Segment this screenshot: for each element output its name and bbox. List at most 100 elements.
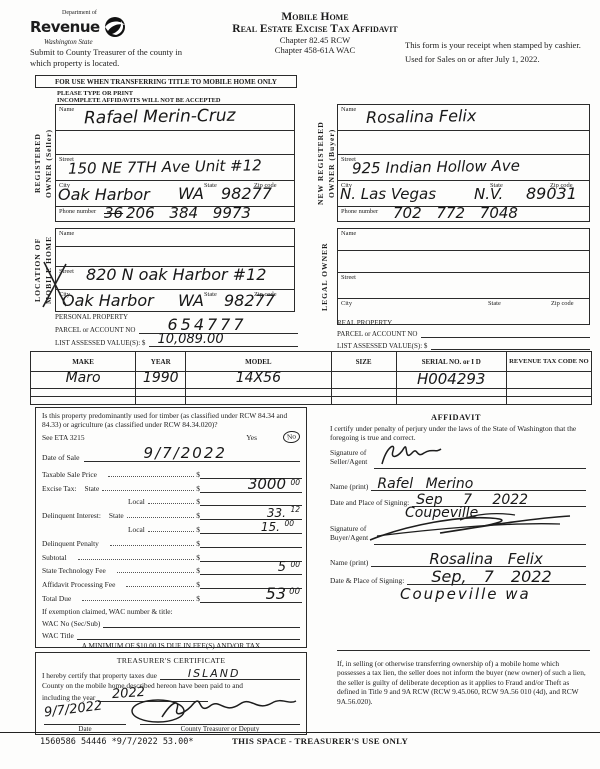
serial-header: SERIAL NO. or I D	[395, 351, 507, 372]
state-label: State	[204, 291, 217, 298]
sales-note: Used for Sales on or after July 1, 2022.	[405, 53, 540, 64]
name-label: Name	[341, 106, 357, 113]
seller-name-print-row: Name (print) Rafel Merino	[330, 476, 586, 492]
buyer-date-label: Date & Place of Signing:	[330, 576, 405, 585]
make-header: MAKE	[29, 351, 137, 372]
dollar-sign: $	[196, 552, 200, 562]
location-street-value: 820 N oak Harbor #12	[86, 265, 267, 284]
legal-city-row: City State Zip code	[338, 299, 589, 324]
make-cell: Maro	[29, 370, 137, 389]
seller-date-value: Sep 7 2022	[416, 492, 529, 508]
county-value: ISLAND	[187, 667, 241, 680]
tax-row-subtotal: Subtotal $	[42, 548, 302, 562]
seller-street-value: 150 NE 7TH Ave Unit #12	[67, 156, 262, 178]
name-print-label: Name (print)	[330, 482, 369, 491]
location-box: Name Street 820 N oak Harbor #12 City St…	[55, 228, 295, 312]
footer-rule	[0, 732, 600, 733]
make-value: Maro	[65, 370, 101, 386]
personal-parcel-label: PARCEL or ACCOUNT NO	[55, 326, 136, 334]
personal-parcel-line: 654777	[139, 315, 298, 334]
seller-phone-row: Phone number 36 206 384 9973	[56, 204, 294, 223]
legal-street-row: Street	[338, 273, 589, 299]
location-state-value: WA	[178, 291, 204, 310]
serial-cell: H004293	[395, 370, 507, 389]
city-label: City	[341, 182, 353, 189]
legal-blank-row	[338, 251, 589, 273]
buyer-phone-row: Phone number 702 772 7048	[338, 204, 589, 223]
treasurer-deputy-line	[140, 723, 300, 725]
location-city-row: City State Zip code Oak Harbor WA 98277	[56, 290, 294, 313]
buyer-street-value: 925 Indian Hollow Ave	[351, 156, 521, 178]
buyer-name-row: Name Rosalina Felix	[338, 105, 589, 131]
dollar-sign: $	[196, 538, 200, 548]
dollar-sign: $	[196, 497, 200, 507]
year-header: YEAR	[135, 351, 187, 372]
zip-label: Zip code	[551, 300, 574, 307]
name-label: Name	[59, 230, 75, 237]
no-option-circled: No	[282, 430, 301, 444]
buyer-date-value: Sep, 7 2022	[431, 567, 552, 586]
affidavit-title: AFFIDAVIT	[431, 413, 481, 422]
seller-phone-value: 206 384 9973	[126, 204, 251, 222]
personal-assessed-value: 10,089.00	[157, 332, 224, 347]
tax-row-excise-local: Local $	[42, 493, 302, 507]
buyer-phone-value: 702 772 7048	[393, 204, 518, 222]
tax-row-penalty: Delinquent Penalty $	[42, 534, 302, 548]
tax-row-excise-state: Excise Tax: State $ 3000 00	[42, 474, 302, 493]
tax-row-delinq-state: Delinquent Interest: State $ 33. 12	[42, 505, 302, 521]
buyer-date-place-row: Date & Place of Signing: Sep, 7 2022	[330, 567, 586, 586]
dollar-sign: $	[196, 511, 200, 521]
treasurer-line3: including the year 2022	[42, 685, 209, 702]
seller-box: Name Rafael Merin-Cruz Street 150 NE 7TH…	[55, 104, 295, 222]
real-assessed-label: LIST ASSESSED VALUE(S): $	[337, 342, 428, 350]
revenue-logo: Department of Revenue Washington State	[30, 10, 190, 46]
state-label: State	[204, 182, 217, 189]
location-city-value: Oak Harbor	[62, 291, 154, 310]
serial-value: H004293	[416, 370, 486, 388]
form-title-line1: Mobile Home	[281, 11, 349, 23]
city-label: City	[59, 291, 71, 298]
eta-label: See ETA 3215	[42, 432, 85, 442]
dollar-sign: $	[196, 593, 200, 603]
buyer-place-value: Coupeville wa	[400, 585, 531, 603]
x-scribble-mark	[40, 258, 70, 310]
buyer-box: Name Rosalina Felix Street 925 Indian Ho…	[337, 104, 590, 222]
real-parcel-block: REAL PROPERTY PARCEL or ACCOUNT NO LIST …	[337, 319, 590, 350]
revenue-code-header: REVENUE TAX CODE NO	[505, 351, 593, 372]
state-label: State	[488, 300, 501, 307]
model-cell: 14X56	[185, 370, 332, 389]
zip-label: Zip code	[254, 291, 277, 298]
legal-section-label: LEGAL OWNER	[320, 242, 329, 311]
wac-no-label: WAC No (Sec/Sub)	[42, 619, 101, 628]
state-label: State	[490, 182, 503, 189]
treasurer-deputy-label: County Treasurer or Deputy	[180, 725, 260, 733]
dollar-sign: $	[196, 566, 200, 576]
tax-rows: Taxable Sale Price $ Excise Tax: State $ 30…	[42, 465, 302, 603]
real-parcel-label: PARCEL or ACCOUNT NO	[337, 330, 418, 338]
real-parcel-line	[421, 327, 590, 338]
buyer-zip-value: 89031	[526, 184, 577, 203]
seller-name-print-value: Rafel Merino	[377, 476, 474, 492]
treasurer-line1: I hereby certify that property taxes due…	[42, 667, 300, 680]
eta-row: See ETA 3215 Yes No	[42, 430, 301, 444]
logo-state-text: Washington State	[44, 38, 93, 46]
minimum-note: A MINIMUM OF $10.00 IS DUE IN FEE(S) AND…	[81, 641, 261, 650]
personal-parcel-value: 654777	[167, 315, 247, 334]
street-label: Street	[341, 274, 356, 281]
location-blank-row	[56, 247, 294, 267]
wac-title-line	[76, 630, 300, 640]
treasurer-date-label: Date	[78, 725, 92, 733]
date-of-sale-label: Date of Sale	[42, 453, 80, 462]
zip-label: Zip code	[550, 182, 573, 189]
form-title-block: Mobile Home Real Estate Excise Tax Affid…	[185, 11, 445, 55]
logo-dept-text: Department of	[62, 10, 97, 16]
chapter2-text: Chapter 458-61A WAC	[274, 45, 356, 55]
phone-label: Phone number	[59, 208, 97, 215]
location-street-row: Street 820 N oak Harbor #12	[56, 265, 294, 290]
wac-no-row: WAC No (Sec/Sub)	[42, 618, 300, 628]
name-print-label: Name (print)	[330, 558, 369, 567]
seller-zip-value: 98277	[221, 184, 272, 203]
city-label: City	[59, 182, 71, 189]
seller-date-place-row: Date and Place of Signing: Sep 7 2022	[330, 492, 586, 508]
seller-name-row: Name Rafael Merin-Cruz	[56, 105, 294, 131]
